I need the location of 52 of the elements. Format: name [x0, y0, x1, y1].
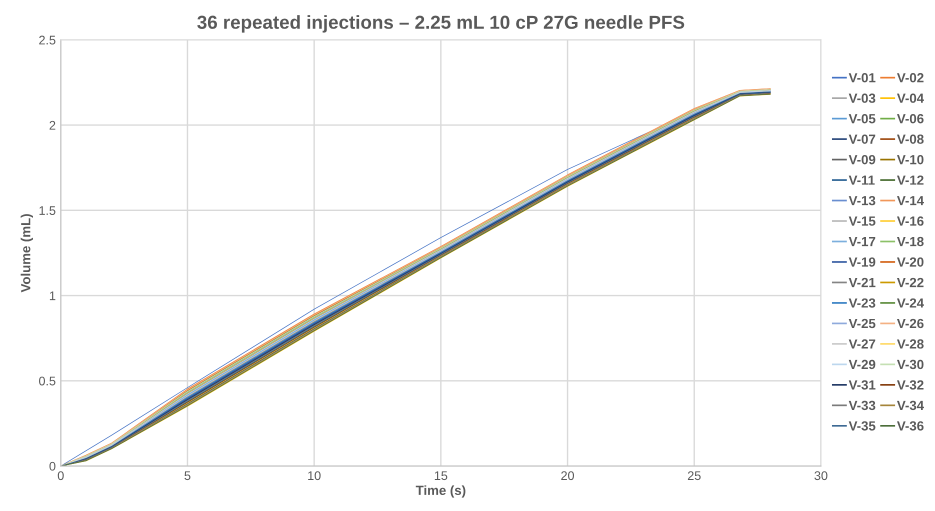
legend-label: V-24 — [896, 298, 924, 308]
legend-label: V-20 — [896, 257, 924, 267]
legend-label: V-01 — [848, 73, 876, 82]
legend-label: V-03 — [848, 94, 876, 103]
y-tick-label: 1.5 — [39, 206, 56, 215]
legend-label: V-18 — [896, 236, 924, 246]
legend-label: V-21 — [848, 278, 876, 288]
legend-label: V-08 — [896, 134, 924, 144]
legend-label: V-14 — [896, 196, 924, 206]
x-tick-label: 15 — [434, 471, 448, 480]
legend-label: V-33 — [848, 400, 876, 410]
x-tick-label: 30 — [814, 471, 828, 480]
legend-label: V-10 — [896, 154, 924, 164]
legend-label: V-12 — [896, 175, 924, 185]
legend-label: V-16 — [896, 216, 924, 226]
legend-label: V-13 — [848, 196, 876, 206]
legend-label: V-02 — [896, 73, 924, 82]
legend-label: V-34 — [896, 400, 924, 410]
legend-label: V-11 — [848, 176, 875, 185]
x-tick-label: 5 — [184, 471, 190, 480]
legend-label: V-25 — [848, 318, 876, 328]
legend-label: V-07 — [848, 134, 876, 144]
x-tick-label: 0 — [58, 471, 64, 480]
legend-label: V-32 — [896, 380, 924, 390]
y-tick-label: 2.5 — [39, 36, 56, 45]
y-tick-label: 0.5 — [39, 376, 56, 386]
legend-label: V-06 — [896, 114, 924, 124]
x-axis-title: Time (s) — [416, 485, 466, 498]
legend-label: V-29 — [848, 360, 876, 370]
legend-label: V-15 — [848, 216, 876, 226]
legend-label: V-35 — [848, 421, 876, 431]
legend-label: V-23 — [848, 298, 876, 308]
legend-label: V-27 — [848, 339, 876, 349]
y-tick-label: 2 — [50, 120, 56, 130]
x-tick-label: 25 — [688, 471, 701, 480]
legend-label: V-31 — [848, 380, 876, 390]
legend-label: V-26 — [896, 318, 924, 328]
legend-label: V-36 — [896, 421, 924, 431]
legend-label: V-30 — [896, 360, 924, 370]
y-axis-title: Volume (mL) — [20, 214, 33, 292]
x-tick-label: 20 — [561, 471, 574, 480]
y-tick-label: 1 — [50, 291, 56, 300]
legend-label: V-22 — [896, 278, 924, 288]
chart-title: 36 repeated injections – 2.25 mL 10 cP 27G needle PFS — [197, 15, 684, 33]
legend-label: V-05 — [848, 114, 876, 124]
legend-label: V-28 — [896, 339, 924, 349]
y-tick-label: 0 — [49, 462, 56, 471]
legend-label: V-09 — [848, 154, 876, 164]
x-tick-label: 10 — [308, 471, 321, 480]
legend-label: V-17 — [848, 237, 876, 246]
legend-label: V-19 — [848, 257, 876, 267]
legend-label: V-04 — [896, 94, 924, 103]
